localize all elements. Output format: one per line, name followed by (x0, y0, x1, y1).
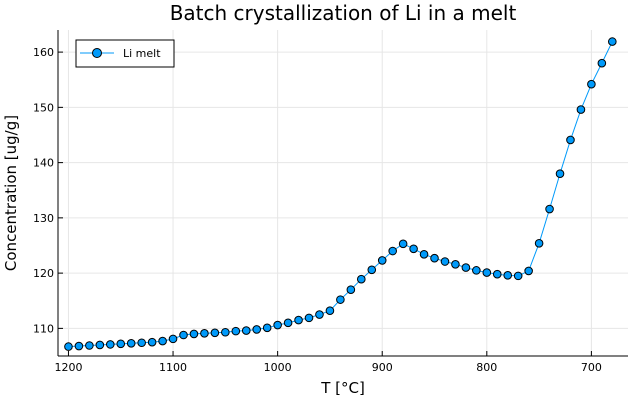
y-tick-label: 110 (33, 322, 54, 335)
data-point (74, 341, 84, 351)
data-point (64, 342, 73, 351)
data-point (367, 265, 377, 275)
data-point (210, 328, 220, 338)
data-point (294, 315, 303, 325)
data-point (545, 204, 554, 214)
data-point (388, 246, 397, 256)
x-tick-label: 1100 (159, 361, 187, 374)
data-point (126, 338, 136, 348)
data-point (85, 341, 94, 350)
data-point (179, 330, 188, 340)
data-point (587, 79, 596, 89)
x-tick-label: 1000 (264, 361, 292, 374)
data-point (524, 266, 533, 276)
data-point (472, 266, 481, 275)
data-point (168, 334, 178, 344)
x-axis-label: T [°C] (320, 379, 365, 397)
legend-marker (92, 48, 102, 58)
data-point (566, 135, 575, 145)
data-point (346, 285, 356, 294)
data-point (430, 253, 439, 263)
x-tick-label: 800 (476, 361, 497, 374)
data-point (555, 169, 565, 178)
data-point (241, 326, 251, 335)
series-li-melt (64, 37, 617, 351)
legend-label: Li melt (123, 47, 161, 60)
y-axis-ticks: 110 120 130 140 150 160 (33, 46, 63, 335)
data-point (137, 338, 146, 348)
data-point (325, 306, 335, 315)
legend: Li melt (75, 39, 175, 68)
axes (57, 30, 628, 357)
data-point (304, 313, 314, 323)
data-point (608, 37, 617, 46)
x-axis-ticks: 1200 1100 1000 900 800 700 (54, 351, 602, 374)
data-point (419, 250, 429, 259)
chart-title: Batch crystallization of Li in a melt (170, 1, 517, 25)
data-point (95, 340, 105, 350)
data-point (357, 274, 366, 284)
data-point (597, 58, 607, 68)
y-tick-label: 120 (33, 267, 54, 280)
data-point (513, 271, 523, 281)
data-point (189, 329, 199, 339)
data-point (534, 238, 544, 248)
data-point (492, 269, 502, 279)
x-tick-label: 1200 (54, 361, 82, 374)
data-point (105, 340, 115, 349)
x-tick-label: 900 (372, 361, 393, 374)
data-point (273, 320, 282, 330)
y-tick-label: 140 (33, 157, 54, 170)
x-tick-label: 700 (581, 361, 602, 374)
data-point (262, 323, 272, 333)
y-axis-label: Concentration [ug/g] (2, 115, 20, 271)
grid (58, 30, 628, 356)
data-point (576, 105, 586, 114)
data-point (221, 327, 230, 337)
data-point (116, 339, 126, 349)
data-point (283, 318, 293, 328)
data-point (315, 310, 324, 319)
data-point (158, 336, 167, 346)
data-point (336, 295, 345, 304)
data-point (503, 271, 513, 280)
data-point (398, 239, 408, 249)
data-point (451, 259, 460, 269)
data-point (147, 337, 157, 347)
data-point (252, 325, 262, 334)
data-point (440, 257, 450, 266)
y-tick-label: 160 (33, 46, 54, 59)
data-point (377, 256, 387, 265)
data-point (482, 268, 492, 277)
y-tick-label: 150 (33, 101, 54, 114)
data-point (461, 263, 471, 272)
y-tick-label: 130 (33, 212, 54, 225)
data-point (409, 244, 418, 254)
data-point (231, 326, 241, 336)
data-point (200, 329, 209, 338)
